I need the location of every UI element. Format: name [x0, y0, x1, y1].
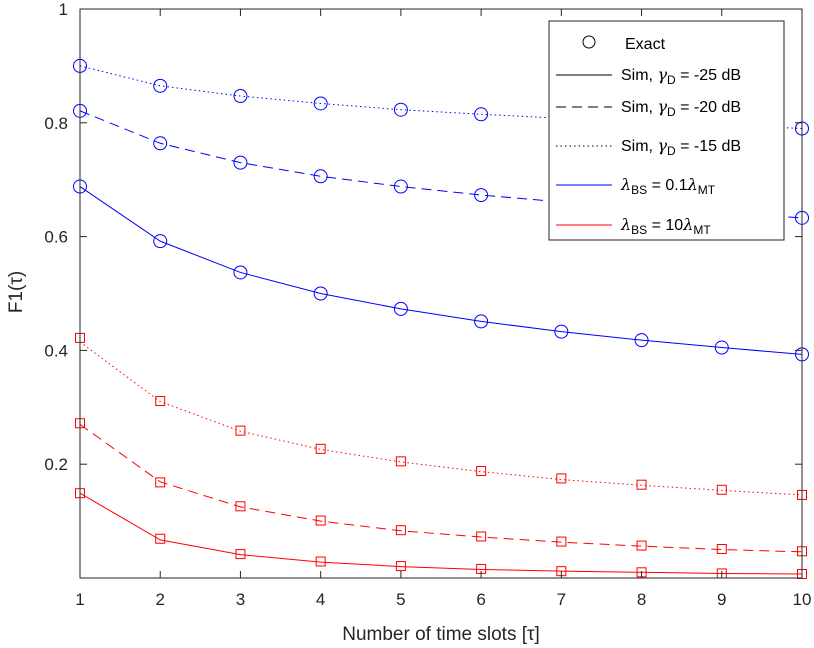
exact-point — [233, 265, 248, 280]
exact-point — [313, 96, 328, 111]
exact-point — [395, 525, 406, 536]
series-line — [79, 423, 803, 553]
legend: Exact Sim, γD = -25 dB Sim, γD = -20 dB … — [548, 20, 785, 241]
axis-ticks: 1 2 3 4 5 6 7 8 9 10 0.2 0.4 0.6 0.8 1 — [44, 0, 811, 609]
exact-point — [153, 136, 168, 151]
series-line — [79, 65, 803, 129]
series-5 — [75, 418, 807, 557]
y-axis-label: F1(τ) — [6, 271, 27, 313]
exact-point — [235, 425, 246, 436]
legend-label-sim-20: Sim, γD = -20 dB — [621, 97, 741, 119]
x-axis-label: Number of time slots [τ] — [342, 624, 540, 645]
exact-point — [233, 155, 248, 170]
exact-point — [716, 484, 727, 495]
axes-box — [79, 8, 803, 579]
legend-label-exact: Exact — [625, 36, 666, 53]
exact-point — [153, 234, 168, 249]
exact-point — [313, 286, 328, 301]
x-tick-label: 6 — [476, 590, 485, 609]
y-tick-label: 0.4 — [44, 341, 68, 360]
exact-point — [636, 479, 647, 490]
exact-point — [474, 107, 489, 122]
legend-label-red: λBS = 10λMT — [620, 215, 711, 237]
x-tick-label: 9 — [717, 590, 726, 609]
exact-point — [155, 396, 166, 407]
exact-point — [235, 549, 246, 560]
x-tick-label: 2 — [155, 590, 164, 609]
y-tick-label: 0.6 — [44, 228, 68, 247]
exact-point — [556, 536, 567, 547]
x-tick-label: 7 — [557, 590, 566, 609]
y-tick-label: 0.2 — [44, 455, 68, 474]
exact-point — [716, 543, 727, 554]
exact-point — [393, 301, 408, 316]
exact-point — [235, 501, 246, 512]
exact-point — [556, 473, 567, 484]
series-line — [79, 492, 803, 575]
legend-label-sim-15: Sim, γD = -15 dB — [621, 136, 741, 158]
exact-point — [155, 533, 166, 544]
x-tick-label: 4 — [316, 590, 325, 609]
legend-label-blue: λBS = 0.1λMT — [620, 175, 716, 197]
exact-point — [554, 324, 569, 339]
y-tick-label: 1 — [59, 0, 68, 19]
x-tick-label: 5 — [396, 590, 405, 609]
legend-label-sim-25: Sim, γD = -25 dB — [621, 65, 741, 87]
x-tick-label: 8 — [637, 590, 646, 609]
exact-point — [153, 78, 168, 93]
exact-point — [395, 456, 406, 467]
exact-point — [393, 102, 408, 117]
x-tick-label: 10 — [793, 590, 812, 609]
exact-point — [393, 179, 408, 194]
y-tick-label: 0.8 — [44, 114, 68, 133]
exact-point — [315, 443, 326, 454]
x-tick-label: 1 — [75, 590, 84, 609]
exact-point — [636, 540, 647, 551]
x-tick-label: 3 — [236, 590, 245, 609]
legend-exact-marker — [582, 35, 596, 49]
exact-point — [395, 561, 406, 572]
series-line — [79, 341, 803, 496]
series-line — [79, 186, 803, 355]
exact-point — [474, 188, 489, 203]
exact-point — [155, 477, 166, 488]
exact-point — [315, 515, 326, 526]
exact-point — [233, 89, 248, 104]
exact-point — [714, 340, 729, 355]
exact-point — [476, 466, 487, 477]
exact-point — [476, 531, 487, 542]
series-6 — [75, 332, 807, 500]
exact-point — [315, 556, 326, 567]
legend-box — [548, 20, 785, 241]
series-4 — [75, 488, 807, 580]
exact-point — [474, 314, 489, 329]
exact-point — [634, 333, 649, 348]
exact-point — [313, 169, 328, 184]
